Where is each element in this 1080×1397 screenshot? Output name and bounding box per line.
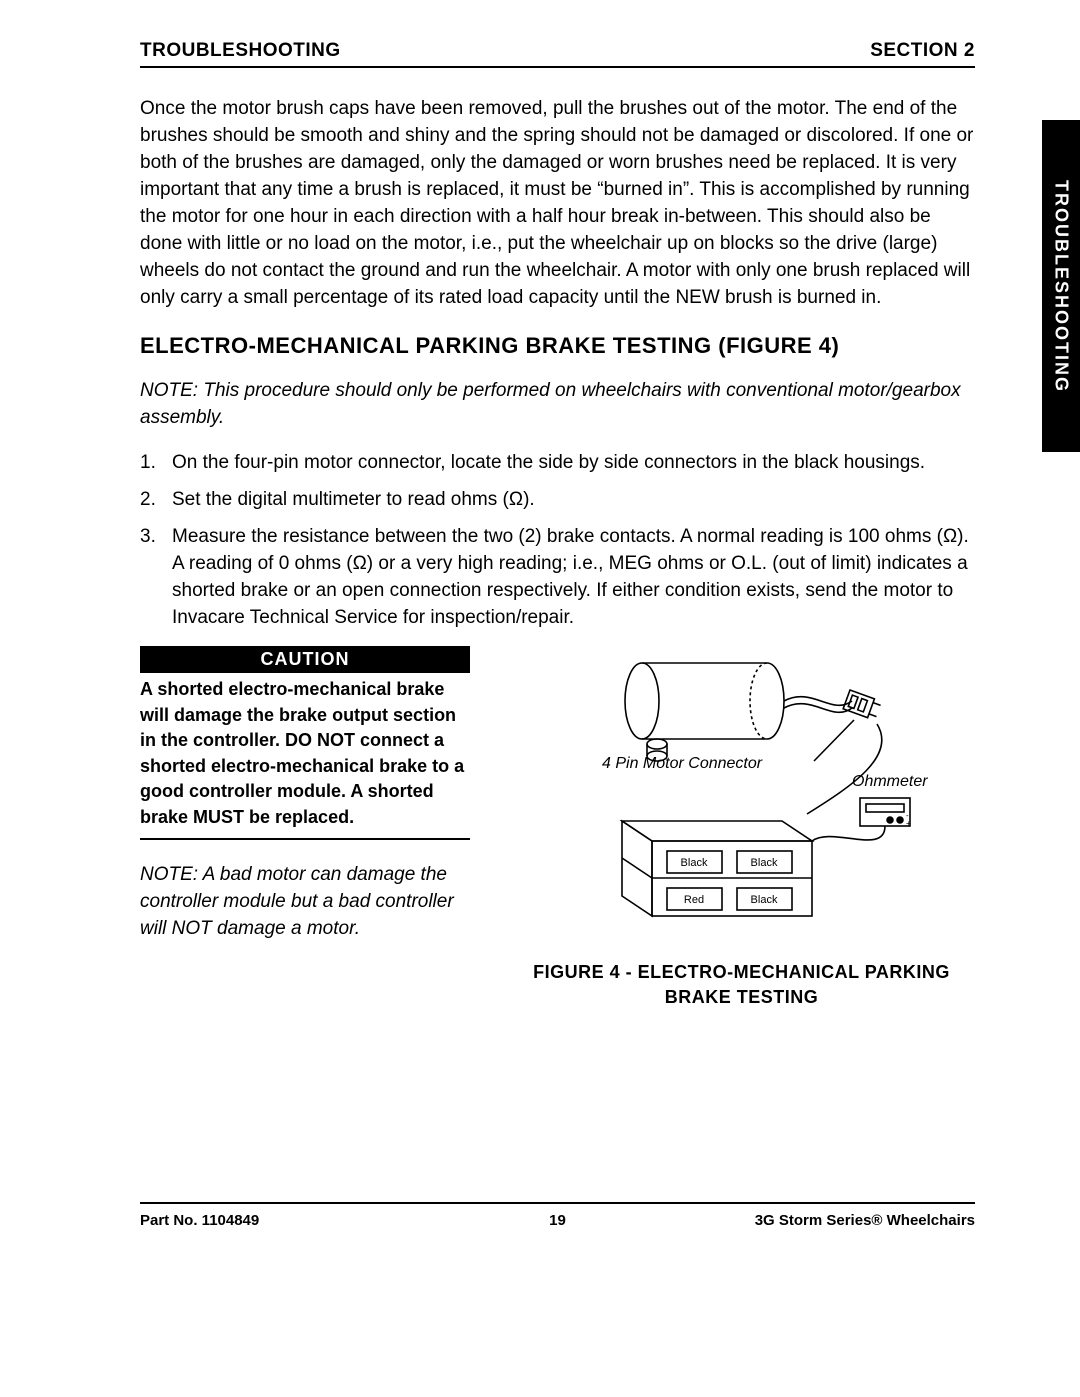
left-column: CAUTION A shorted electro-mechanical bra…	[140, 646, 480, 943]
right-column: - +	[508, 646, 975, 1010]
svg-text:+: +	[906, 819, 911, 828]
pin-3: Black	[750, 894, 777, 906]
pin-0: Black	[680, 857, 707, 869]
figure-svg: - +	[552, 646, 932, 946]
step-3: Measure the resistance between the two (…	[140, 524, 975, 632]
note-2: NOTE: A bad motor can damage the control…	[140, 862, 470, 943]
label-connector: 4 Pin Motor Connector	[602, 755, 763, 772]
procedure-list: On the four-pin motor connector, locate …	[140, 450, 975, 632]
page-header: TROUBLESHOOTING SECTION 2	[140, 40, 975, 68]
label-ohmmeter: Ohmmeter	[852, 773, 928, 790]
step-1: On the four-pin motor connector, locate …	[140, 450, 975, 477]
side-tab-label: TROUBLESHOOTING	[1051, 180, 1072, 393]
side-tab: TROUBLESHOOTING	[1042, 120, 1080, 452]
caution-text: A shorted electro-mechanical brake will …	[140, 677, 470, 840]
footer-left: Part No. 1104849	[140, 1212, 259, 1229]
page: TROUBLESHOOTING TROUBLESHOOTING SECTION …	[0, 0, 1080, 1397]
footer-right: 3G Storm Series® Wheelchairs	[755, 1212, 975, 1229]
pin-2: Red	[683, 894, 703, 906]
intro-paragraph: Once the motor brush caps have been remo…	[140, 96, 975, 312]
step-2: Set the digital multimeter to read ohms …	[140, 487, 975, 514]
note-1: NOTE: This procedure should only be perf…	[140, 378, 975, 432]
header-right: SECTION 2	[870, 40, 975, 62]
page-footer: Part No. 1104849 19 3G Storm Series® Whe…	[140, 1202, 975, 1229]
two-column-region: CAUTION A shorted electro-mechanical bra…	[140, 646, 975, 1010]
header-left: TROUBLESHOOTING	[140, 40, 341, 62]
footer-page-number: 19	[549, 1212, 566, 1229]
section-heading: ELECTRO-MECHANICAL PARKING BRAKE TESTING…	[140, 332, 975, 361]
figure-caption: FIGURE 4 - ELECTRO-MECHANICAL PARKING BR…	[508, 960, 975, 1010]
figure-4: - +	[508, 646, 975, 1010]
caution-label: CAUTION	[140, 646, 470, 673]
pin-1: Black	[750, 857, 777, 869]
